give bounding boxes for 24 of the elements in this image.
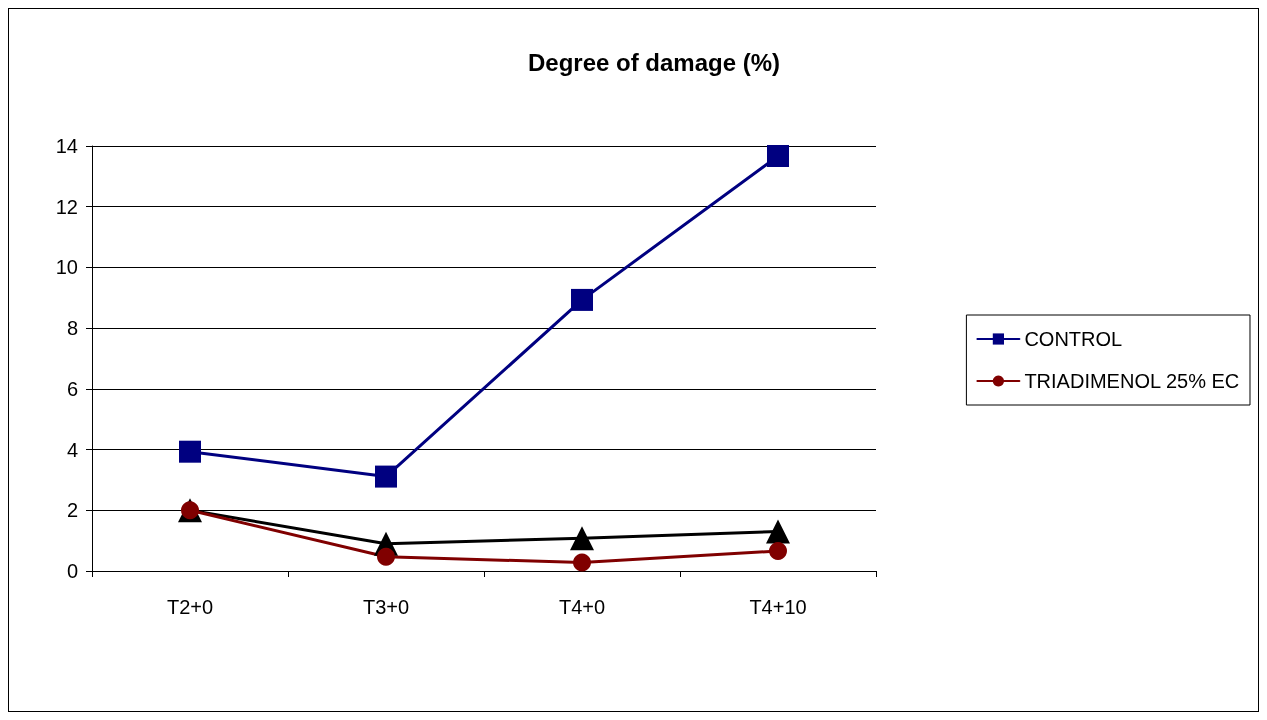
point: [766, 519, 790, 544]
legend-label: CONTROL: [1024, 328, 1123, 350]
y-tick-label: 8: [66, 317, 78, 340]
x-tick-label: T4+0: [558, 596, 606, 618]
x-tick-label: T4+10: [749, 596, 807, 618]
x-tick-label: T2+0: [166, 596, 214, 618]
point: [767, 145, 789, 168]
point: [377, 547, 395, 566]
x-tick-label: T3+0: [362, 596, 410, 618]
y-tick-label: 14: [55, 135, 78, 157]
point: [769, 541, 787, 560]
point: [571, 288, 593, 311]
point: [375, 465, 397, 488]
y-tick-label: 0: [66, 560, 78, 582]
y-tick-label: 4: [66, 438, 78, 461]
point: [570, 526, 594, 551]
legend-label: TRIADIMENOL 25% EC: [1024, 370, 1240, 392]
point: [573, 553, 591, 572]
y-tick-label: 10: [55, 256, 78, 279]
y-tick-label: 6: [66, 377, 78, 400]
point: [179, 440, 201, 463]
y-tick-label: 12: [55, 195, 78, 218]
chart-title: Degree of damage (%): [527, 48, 781, 76]
y-tick-label: 2: [66, 499, 78, 522]
